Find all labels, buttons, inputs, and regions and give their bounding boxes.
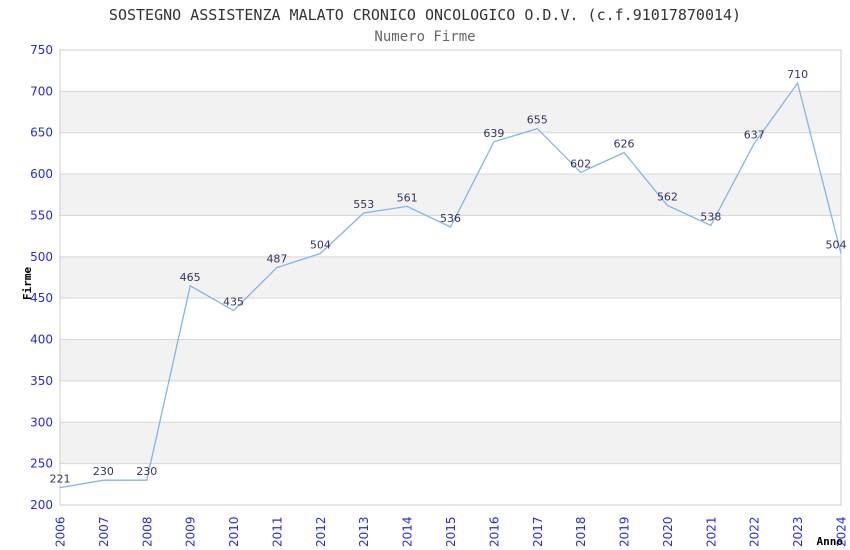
x-tick-label: 2015 bbox=[444, 516, 458, 547]
data-label: 504 bbox=[310, 239, 331, 252]
data-label: 487 bbox=[266, 253, 287, 266]
data-label: 561 bbox=[397, 191, 418, 204]
y-tick-label: 250 bbox=[30, 457, 53, 471]
data-label: 504 bbox=[826, 239, 847, 252]
x-tick-label: 2021 bbox=[704, 516, 718, 547]
y-tick-label: 750 bbox=[30, 43, 53, 57]
chart-title: SOSTEGNO ASSISTENZA MALATO CRONICO ONCOL… bbox=[109, 6, 741, 24]
data-point-labels: 221 230 230 465 435 487 504 553 561 536 639 655 602 6… bbox=[50, 68, 847, 486]
grid-band bbox=[60, 174, 841, 216]
data-label: 655 bbox=[527, 114, 548, 127]
grid-band bbox=[60, 422, 841, 464]
data-label: 710 bbox=[787, 68, 808, 81]
chart-subtitle: Numero Firme bbox=[374, 29, 475, 45]
data-label: 465 bbox=[180, 271, 201, 284]
data-label: 221 bbox=[50, 473, 71, 486]
x-tick-label: 2020 bbox=[661, 516, 675, 547]
data-label: 602 bbox=[570, 157, 591, 170]
x-tick-label: 2013 bbox=[357, 516, 371, 547]
x-tick-label: 2014 bbox=[401, 516, 415, 547]
x-tick-label: 2024 bbox=[835, 516, 849, 547]
data-label: 230 bbox=[136, 465, 157, 478]
y-axis-tick-labels: 200 250 300 350 400 450 500 550 600 650 700 750 bbox=[30, 43, 53, 512]
y-tick-label: 350 bbox=[30, 374, 53, 388]
x-tick-label: 2022 bbox=[748, 516, 762, 547]
y-tick-label: 300 bbox=[30, 415, 53, 429]
x-tick-label: 2009 bbox=[184, 516, 198, 547]
series-line bbox=[59, 81, 842, 489]
data-label: 639 bbox=[483, 127, 504, 140]
y-tick-label: 700 bbox=[30, 84, 53, 98]
y-tick-label: 600 bbox=[30, 167, 53, 181]
data-label: 230 bbox=[93, 465, 114, 478]
x-tick-label: 2010 bbox=[227, 516, 241, 547]
grid-band bbox=[60, 256, 841, 299]
data-label: 626 bbox=[614, 138, 635, 151]
y-tick-label: 200 bbox=[30, 498, 53, 512]
y-axis-title: Firme bbox=[21, 267, 34, 300]
x-tick-label: 2018 bbox=[574, 516, 588, 547]
y-tick-label: 500 bbox=[30, 250, 53, 264]
x-tick-label: 2012 bbox=[314, 516, 328, 547]
x-axis-title: Anno bbox=[817, 535, 844, 548]
x-tick-label: 2017 bbox=[531, 516, 545, 547]
x-axis-tick-labels: 2006 2007 2008 2009 2010 2011 2012 2013 2014 2015… bbox=[54, 516, 849, 547]
x-tick-label: 2007 bbox=[97, 516, 111, 547]
y-tick-label: 450 bbox=[30, 291, 53, 305]
plot-border bbox=[59, 49, 842, 506]
data-label: 435 bbox=[223, 296, 244, 309]
data-label: 538 bbox=[700, 210, 721, 223]
x-tick-label: 2008 bbox=[140, 516, 154, 547]
grid-band bbox=[60, 339, 841, 381]
grid-band bbox=[60, 91, 841, 133]
y-tick-label: 550 bbox=[30, 208, 53, 222]
grid-bands bbox=[60, 91, 841, 464]
data-label: 637 bbox=[744, 128, 765, 141]
data-label: 553 bbox=[353, 198, 374, 211]
data-label: 536 bbox=[440, 212, 461, 225]
x-tick-label: 2019 bbox=[618, 516, 632, 547]
x-tick-label: 2011 bbox=[270, 516, 284, 547]
gridlines bbox=[60, 90, 841, 465]
x-tick-label: 2006 bbox=[54, 516, 68, 547]
y-tick-label: 650 bbox=[30, 126, 53, 140]
x-tick-label: 2023 bbox=[791, 516, 805, 547]
data-label: 562 bbox=[657, 191, 678, 204]
y-tick-label: 400 bbox=[30, 333, 53, 347]
x-tick-label: 2016 bbox=[487, 516, 501, 547]
